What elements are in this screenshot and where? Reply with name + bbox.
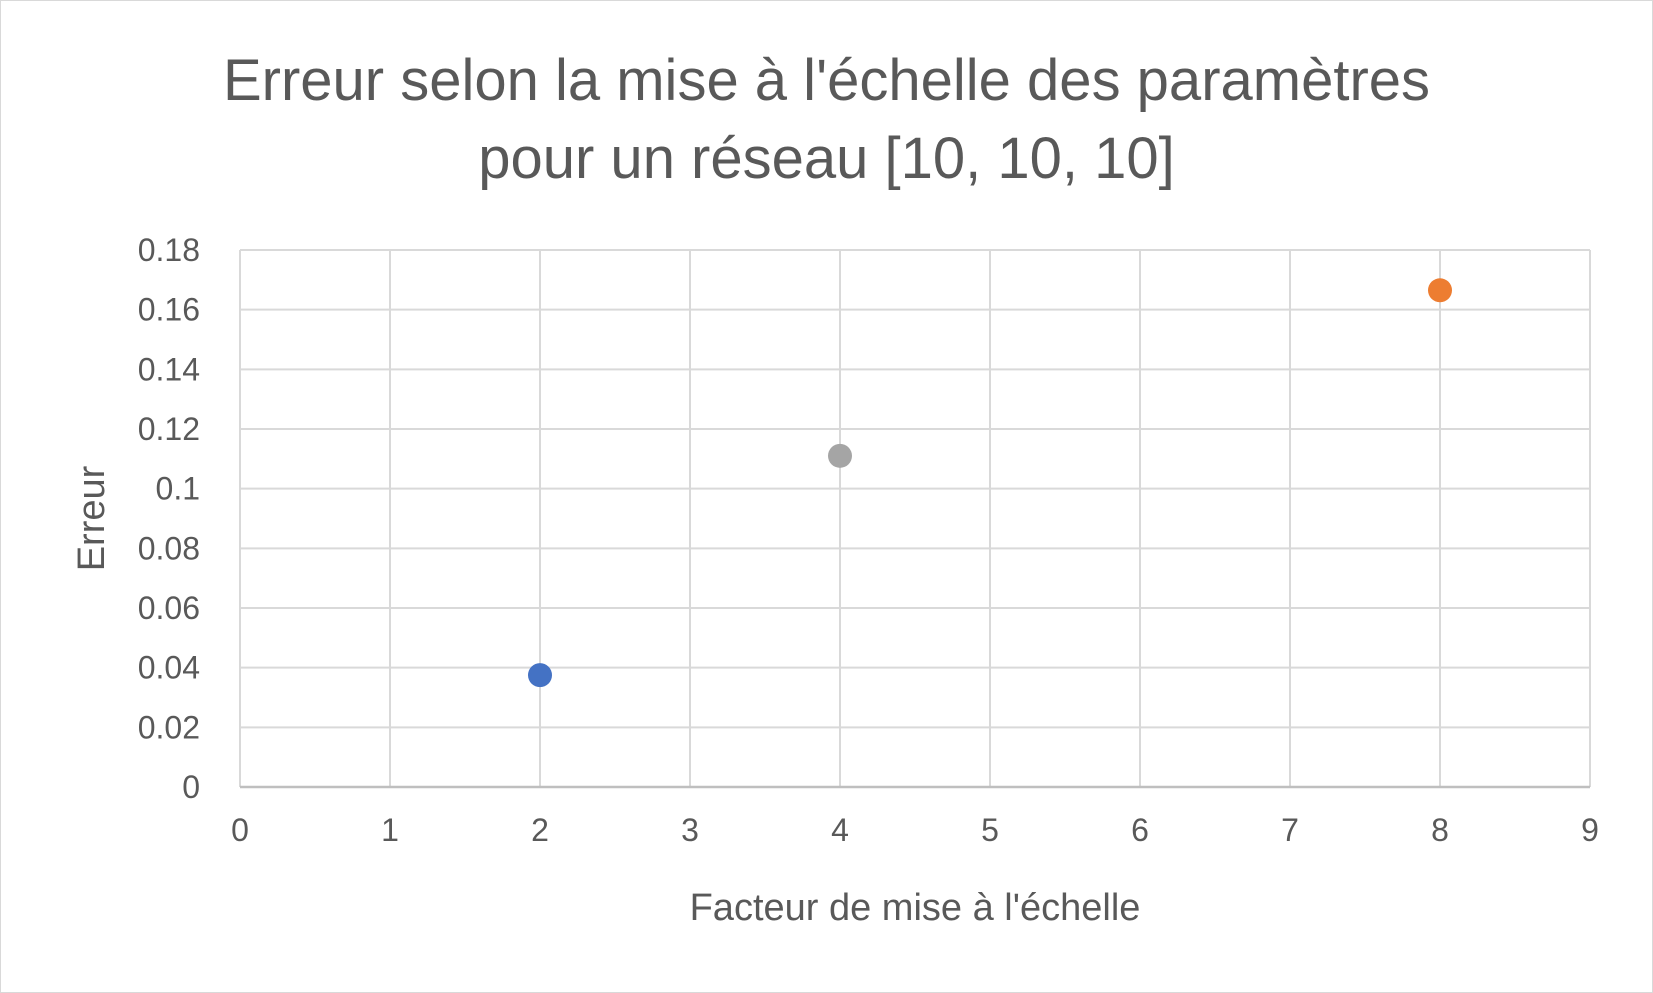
chart-title-line-1: Erreur selon la mise à l'échelle des par…: [222, 48, 1431, 113]
x-tick-label: 6: [1131, 812, 1149, 848]
x-tick-label: 5: [981, 812, 999, 848]
y-tick-label: 0.16: [138, 292, 200, 328]
y-tick-label: 0.12: [138, 411, 200, 447]
chart-title: Erreur selon la mise à l'échelle des par…: [0, 42, 1653, 198]
data-point-2: [1428, 278, 1452, 303]
tick-labels: 0 1 2 3 4 5 6 7 8 9 0 0.02 0.04 0.06 0.08 0.1 0.12 0.14 0.…: [138, 232, 1599, 848]
y-tick-label: 0.04: [138, 650, 200, 686]
data-point-0: [528, 663, 552, 688]
x-tick-label: 4: [831, 812, 849, 848]
x-tick-label: 7: [1281, 812, 1299, 848]
x-tick-label: 1: [381, 812, 399, 848]
y-tick-label: 0.1: [156, 471, 200, 507]
y-axis-title: Erreur: [71, 465, 113, 571]
x-tick-label: 9: [1581, 812, 1599, 848]
y-tick-label: 0.08: [138, 530, 200, 566]
y-tick-label: 0.02: [138, 709, 200, 745]
data-points: [528, 278, 1452, 688]
y-tick-label: 0.14: [138, 351, 200, 387]
chart-title-line-2: pour un réseau [10, 10, 10]: [478, 126, 1175, 191]
x-tick-label: 0: [231, 812, 249, 848]
x-tick-label: 2: [531, 812, 549, 848]
grid: [239, 249, 1591, 788]
y-tick-label: 0.18: [138, 232, 200, 268]
x-axis-title: Facteur de mise à l'échelle: [690, 887, 1141, 929]
y-tick-label: 0: [182, 769, 200, 805]
y-tick-label: 0.06: [138, 590, 200, 626]
data-point-1: [828, 443, 852, 468]
x-tick-label: 8: [1431, 812, 1449, 848]
x-tick-label: 3: [681, 812, 699, 848]
